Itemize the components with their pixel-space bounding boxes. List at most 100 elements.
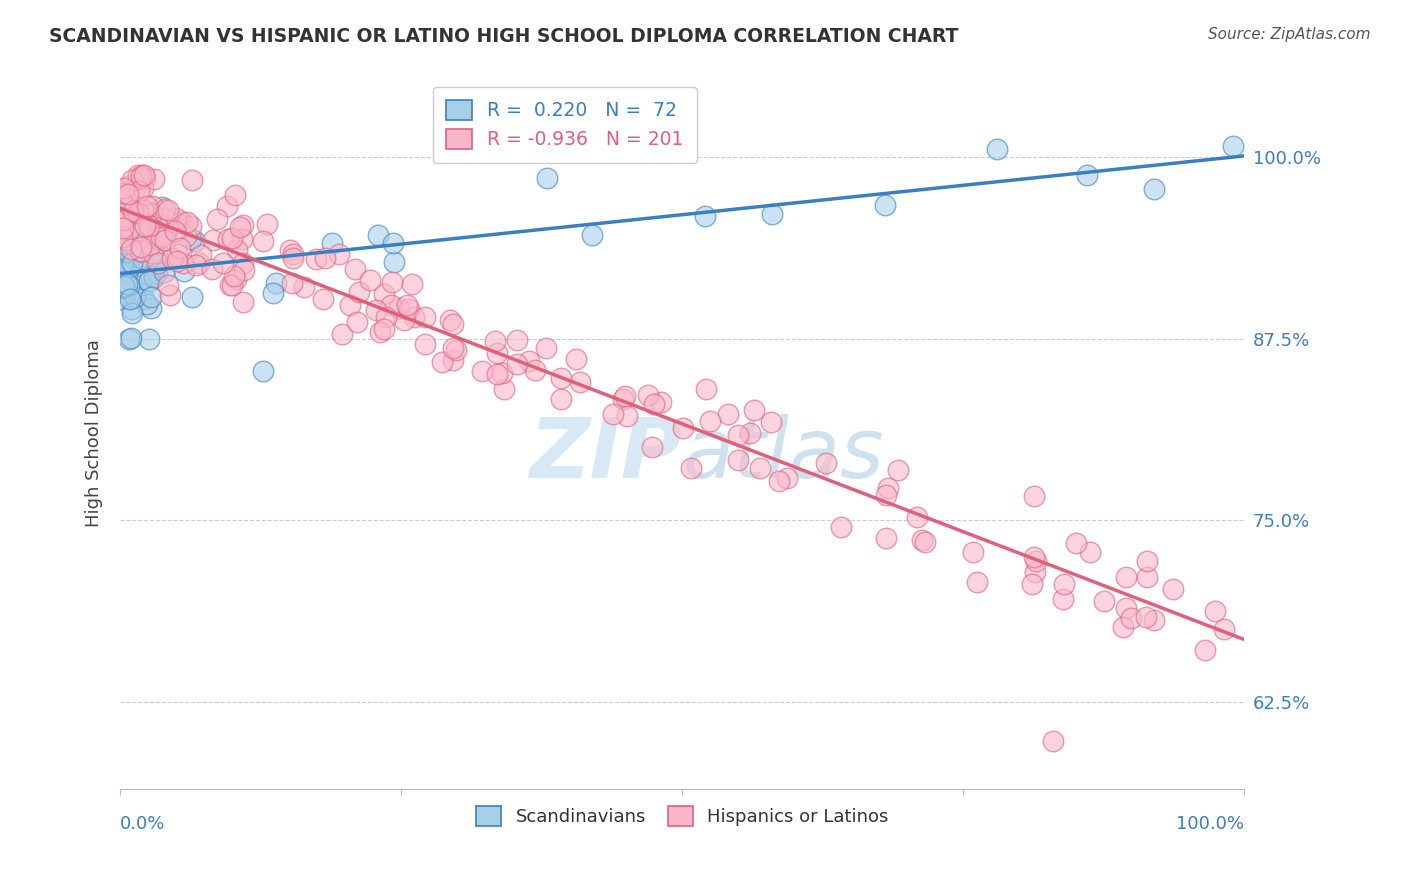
Point	[911, 533, 934, 547]
Point	[415, 337, 437, 351]
Point	[876, 481, 898, 495]
Point	[517, 354, 540, 368]
Point	[887, 462, 910, 476]
Point	[142, 171, 165, 186]
Point	[173, 264, 195, 278]
Point	[262, 286, 284, 301]
Point	[118, 220, 141, 235]
Point	[127, 168, 149, 182]
Point	[149, 231, 172, 245]
Point	[640, 440, 662, 454]
Point	[1021, 577, 1043, 591]
Point	[145, 232, 167, 246]
Point	[114, 211, 136, 226]
Text: 0.0%: 0.0%	[120, 815, 166, 833]
Point	[966, 574, 988, 589]
Point	[190, 247, 212, 261]
Point	[252, 235, 274, 249]
Point	[491, 366, 513, 380]
Point	[1052, 592, 1074, 607]
Point	[212, 256, 235, 270]
Point	[330, 327, 353, 342]
Point	[201, 261, 224, 276]
Point	[121, 207, 143, 221]
Point	[650, 395, 672, 409]
Point	[905, 509, 928, 524]
Point	[231, 232, 253, 246]
Point	[830, 519, 852, 533]
Point	[114, 205, 136, 219]
Point	[232, 218, 254, 232]
Point	[347, 285, 370, 299]
Point	[129, 244, 152, 259]
Point	[1022, 489, 1045, 503]
Point	[534, 341, 557, 355]
Point	[129, 275, 152, 289]
Point	[180, 232, 202, 246]
Point	[132, 252, 155, 267]
Point	[115, 277, 138, 291]
Point	[155, 224, 177, 238]
Point	[430, 354, 453, 368]
Point	[111, 243, 134, 257]
Point	[1024, 566, 1046, 580]
Point	[111, 256, 134, 270]
Point	[117, 264, 139, 278]
Point	[143, 269, 166, 284]
Point	[134, 171, 156, 186]
Point	[122, 204, 145, 219]
Point	[172, 216, 194, 230]
Point	[264, 277, 287, 291]
Point	[132, 293, 155, 307]
Point	[380, 298, 402, 312]
Text: 100.0%: 100.0%	[1177, 815, 1244, 833]
Point	[143, 252, 166, 266]
Point	[581, 228, 603, 243]
Point	[312, 292, 335, 306]
Point	[441, 318, 464, 332]
Point	[139, 290, 162, 304]
Point	[225, 272, 247, 286]
Point	[152, 265, 174, 279]
Point	[141, 222, 163, 236]
Point	[142, 198, 165, 212]
Point	[506, 357, 529, 371]
Point	[776, 471, 799, 485]
Point	[875, 488, 897, 502]
Point	[346, 315, 368, 329]
Point	[232, 294, 254, 309]
Point	[129, 239, 152, 253]
Point	[1111, 619, 1133, 633]
Point	[166, 247, 188, 261]
Point	[536, 171, 558, 186]
Point	[672, 420, 695, 434]
Point	[359, 272, 381, 286]
Point	[740, 426, 762, 441]
Point	[141, 207, 163, 221]
Point	[156, 203, 179, 218]
Point	[188, 256, 211, 270]
Point	[314, 251, 336, 265]
Point	[124, 181, 146, 195]
Point	[218, 277, 240, 292]
Point	[283, 251, 305, 265]
Point	[226, 244, 249, 258]
Point	[110, 292, 132, 306]
Point	[169, 213, 191, 227]
Point	[232, 262, 254, 277]
Point	[135, 297, 157, 311]
Point	[169, 242, 191, 256]
Point	[1042, 734, 1064, 748]
Point	[160, 251, 183, 265]
Point	[612, 392, 634, 406]
Point	[172, 256, 194, 270]
Point	[142, 270, 165, 285]
Point	[367, 227, 389, 242]
Point	[381, 275, 404, 289]
Point	[118, 260, 141, 274]
Point	[221, 231, 243, 245]
Point	[145, 258, 167, 272]
Point	[153, 233, 176, 247]
Point	[112, 186, 135, 200]
Point	[221, 278, 243, 293]
